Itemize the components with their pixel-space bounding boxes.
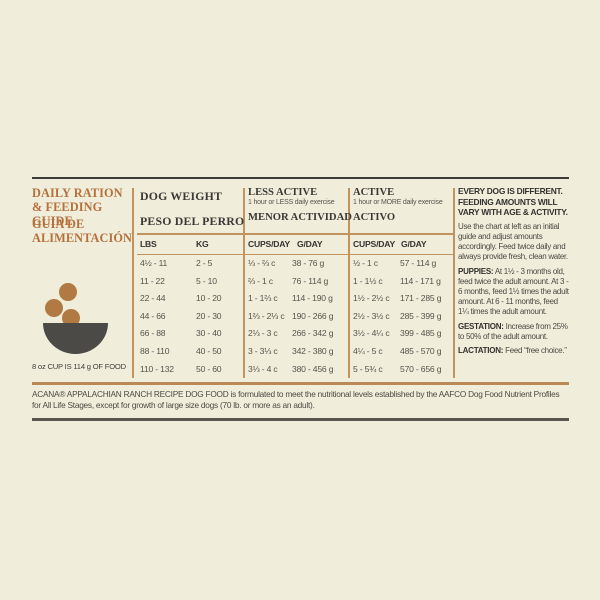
kibble-icon bbox=[59, 283, 77, 301]
table-cell: 171 - 285 g bbox=[400, 293, 442, 304]
table-cell: 76 - 114 g bbox=[292, 275, 329, 286]
gestation-text: Increase from 25% to 50% of the adult am… bbox=[458, 321, 568, 341]
table-cell: 114 - 171 g bbox=[400, 275, 441, 286]
table-cell: ½ - 1 c bbox=[353, 258, 378, 268]
column-header-grams-less-active: G/DAY bbox=[297, 239, 323, 249]
table-cell: 4¼ - 5 c bbox=[353, 345, 383, 356]
top-divider-line bbox=[32, 177, 569, 179]
table-cell: 44 - 66 bbox=[140, 310, 166, 321]
lbs-column: 4½ - 11 11 - 22 22 - 44 44 - 66 66 - 88 88 - … bbox=[140, 255, 194, 378]
notes-lactation: LACTATION: Feed “free choice.” bbox=[458, 346, 570, 356]
puppies-label: PUPPIES: bbox=[458, 266, 494, 276]
dog-weight-title: DOG WEIGHT bbox=[140, 189, 223, 203]
table-cell: 40 - 50 bbox=[196, 345, 222, 356]
kg-column: 2 - 5 5 - 10 10 - 20 20 - 30 30 - 40 40 - 50 5… bbox=[196, 255, 241, 378]
table-cell: 5 - 10 bbox=[196, 275, 217, 286]
table-cell: 399 - 485 g bbox=[400, 328, 442, 339]
table-header-rule bbox=[137, 233, 453, 235]
table-cell: 2½ - 3½ c bbox=[353, 310, 390, 321]
column-header-kg: KG bbox=[196, 239, 209, 249]
column-divider bbox=[243, 188, 245, 378]
notes-heading: EVERY DOG IS DIFFERENT. FEEDING AMOUNTS … bbox=[458, 186, 568, 218]
gestation-label: GESTATION: bbox=[458, 321, 504, 331]
table-cell: 88 - 110 bbox=[140, 345, 170, 356]
table-cell: 1 - 1⅔ c bbox=[248, 293, 278, 304]
table-cell: 20 - 30 bbox=[196, 310, 222, 321]
table-cell: 266 - 342 g bbox=[292, 328, 334, 339]
column-divider bbox=[348, 188, 350, 378]
table-cell: 22 - 44 bbox=[140, 293, 166, 304]
table-cell: 285 - 399 g bbox=[400, 310, 442, 321]
kibble-icon bbox=[45, 299, 63, 317]
notes-puppies: PUPPIES: At 1½ - 3 months old, feed twic… bbox=[458, 267, 570, 318]
guide-title-english: DAILY RATION & FEEDING GUIDE bbox=[32, 186, 123, 228]
table-cell: 4½ - 11 bbox=[140, 258, 168, 268]
table-cell: 10 - 20 bbox=[196, 293, 222, 304]
less-active-title-es: MENOR ACTIVIDAD bbox=[248, 212, 352, 223]
column-header-lbs: LBS bbox=[140, 239, 157, 249]
food-bowl-icon bbox=[43, 323, 108, 354]
bottom-divider-line bbox=[32, 418, 569, 421]
table-cell: 3⅓ - 4 c bbox=[248, 363, 278, 374]
table-cell: 30 - 40 bbox=[196, 328, 222, 339]
aafco-statement: ACANA® APPALACHIAN RANCH RECIPE DOG FOOD… bbox=[32, 389, 560, 411]
table-cell: 570 - 656 g bbox=[400, 363, 442, 374]
table-cell: 1 - 1½ c bbox=[353, 275, 383, 286]
column-header-grams-active: G/DAY bbox=[401, 239, 427, 249]
notes-gestation: GESTATION: Increase from 25% to 50% of t… bbox=[458, 322, 570, 342]
notes-intro: Use the chart at left as an initial guid… bbox=[458, 221, 568, 262]
kibble-icon bbox=[62, 309, 80, 327]
table-cell: 190 - 266 g bbox=[292, 310, 334, 321]
table-cell: 66 - 88 bbox=[140, 328, 166, 339]
less-active-title: LESS ACTIVE bbox=[248, 187, 318, 198]
table-cell: 5 - 5¾ c bbox=[353, 363, 383, 374]
cup-size-note: 8 oz CUP IS 114 g OF FOOD bbox=[32, 362, 126, 371]
puppies-text: At 1½ - 3 months old, feed twice the adu… bbox=[458, 266, 569, 317]
table-cell: 1⅔ - 2⅓ c bbox=[248, 310, 285, 321]
table-cell: 50 - 60 bbox=[196, 363, 222, 374]
lactation-label: LACTATION: bbox=[458, 346, 504, 356]
table-cell: 2⅓ - 3 c bbox=[248, 328, 278, 339]
table-cell: 3 - 3⅓ c bbox=[248, 345, 278, 356]
active-grams-column: 57 - 114 g 114 - 171 g 171 - 285 g 285 - 39… bbox=[400, 255, 452, 378]
less-active-grams-column: 38 - 76 g 76 - 114 g 114 - 190 g 190 - 266 … bbox=[292, 255, 346, 378]
guide-title-spanish: GUIA DE ALIMENTACIÓN bbox=[32, 217, 133, 245]
column-divider bbox=[132, 188, 134, 378]
active-title: ACTIVE bbox=[353, 187, 395, 198]
table-cell: 57 - 114 g bbox=[400, 258, 437, 268]
table-cell: 11 - 22 bbox=[140, 275, 165, 286]
table-cell: 485 - 570 g bbox=[400, 345, 442, 356]
dog-weight-title-es: PESO DEL PERRO bbox=[140, 214, 245, 228]
column-header-cups-active: CUPS/DAY bbox=[353, 239, 396, 249]
table-cell: 3½ - 4¼ c bbox=[353, 328, 390, 339]
active-title-es: ACTIVO bbox=[353, 212, 396, 223]
table-cell: 380 - 456 g bbox=[292, 363, 334, 374]
table-cell: ⅔ - 1 c bbox=[248, 275, 273, 286]
table-cell: 1½ - 2½ c bbox=[353, 293, 390, 304]
less-active-subtitle: 1 hour or LESS daily exercise bbox=[248, 199, 335, 206]
column-header-cups-less-active: CUPS/DAY bbox=[248, 239, 291, 249]
less-active-cups-column: ⅓ - ⅔ c ⅔ - 1 c 1 - 1⅔ c 1⅔ - 2⅓ c 2⅓ - 3 c 3… bbox=[248, 255, 294, 378]
table-cell: 342 - 380 g bbox=[292, 345, 334, 356]
active-cups-column: ½ - 1 c 1 - 1½ c 1½ - 2½ c 2½ - 3½ c 3½ - 4¼… bbox=[353, 255, 399, 378]
table-cell: ⅓ - ⅔ c bbox=[248, 258, 276, 268]
feeding-notes-panel: EVERY DOG IS DIFFERENT. FEEDING AMOUNTS … bbox=[458, 186, 570, 360]
lactation-text: Feed “free choice.” bbox=[505, 346, 567, 356]
table-cell: 110 - 132 bbox=[140, 363, 174, 374]
table-cell: 2 - 5 bbox=[196, 258, 213, 268]
table-bottom-rule bbox=[32, 382, 569, 385]
column-divider bbox=[453, 188, 455, 378]
table-cell: 114 - 190 g bbox=[292, 293, 333, 304]
table-cell: 38 - 76 g bbox=[292, 258, 325, 268]
active-subtitle: 1 hour or MORE daily exercise bbox=[353, 199, 443, 206]
table-subheader-rule bbox=[137, 254, 453, 255]
